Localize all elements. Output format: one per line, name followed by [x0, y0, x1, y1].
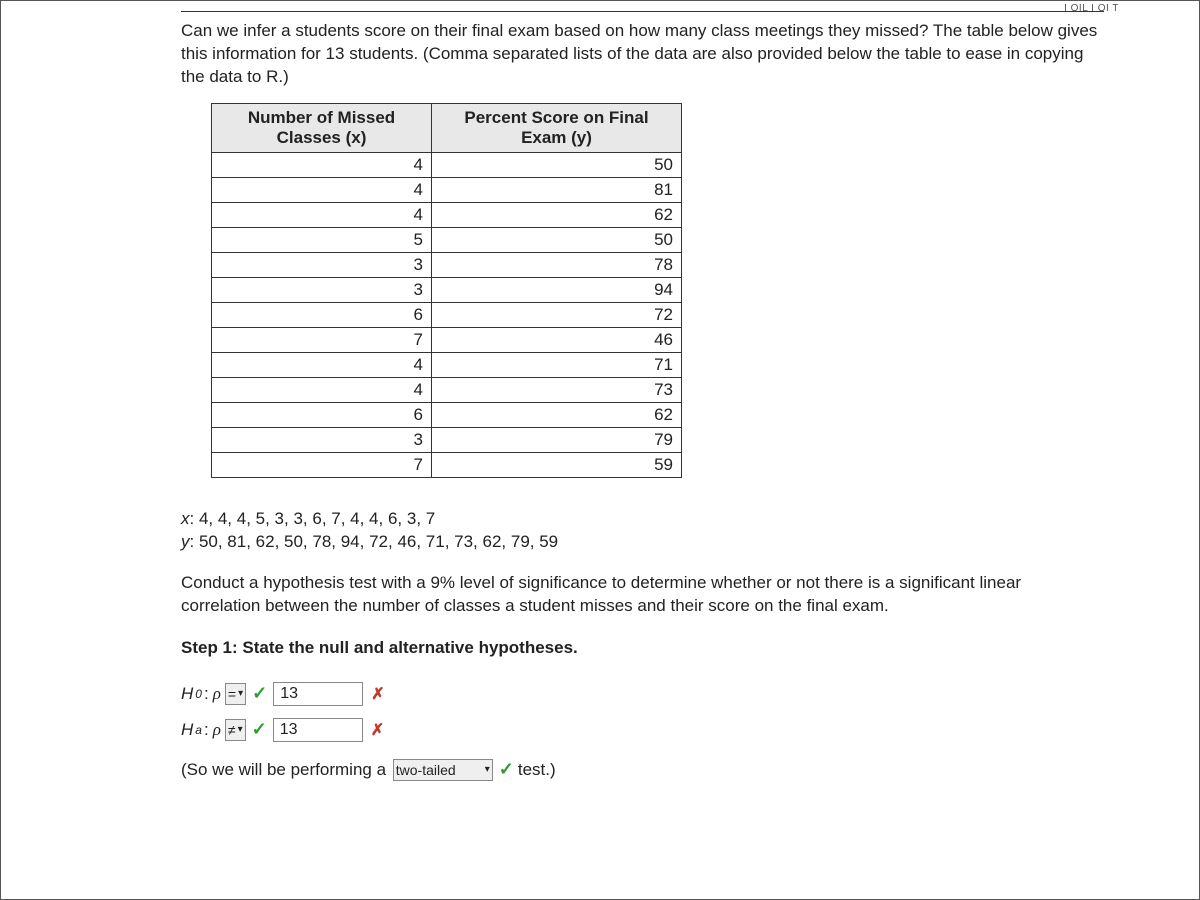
cell-x: 7	[212, 452, 432, 477]
test-type-select[interactable]: two-tailed ▾	[393, 759, 493, 781]
table-row: 462	[212, 202, 682, 227]
table-row: 746	[212, 327, 682, 352]
divider-line	[181, 11, 1104, 12]
cell-x: 3	[212, 252, 432, 277]
cell-y: 79	[432, 427, 682, 452]
column-header-x: Number of Missed Classes (x)	[212, 103, 432, 152]
cell-y: 81	[432, 177, 682, 202]
h0-value-input[interactable]: 13	[273, 682, 363, 706]
ha-rho: ρ	[213, 720, 221, 740]
cell-x: 3	[212, 277, 432, 302]
x-icon: ✗	[371, 720, 384, 740]
h0-row: H0 : ρ =▾ ✓ 13 ✗	[181, 680, 1104, 708]
ha-row: Ha : ρ ≠▾ ✓ 13 ✗	[181, 716, 1104, 744]
cell-x: 4	[212, 177, 432, 202]
cell-y: 50	[432, 227, 682, 252]
final-prefix: (So we will be performing a	[181, 760, 386, 780]
cell-x: 7	[212, 327, 432, 352]
table-row: 759	[212, 452, 682, 477]
h0-operator-select[interactable]: =▾	[225, 683, 246, 705]
table-row: 662	[212, 402, 682, 427]
cell-y: 59	[432, 452, 682, 477]
cell-y: 71	[432, 352, 682, 377]
cell-x: 5	[212, 227, 432, 252]
instruction-text: Conduct a hypothesis test with a 9% leve…	[181, 572, 1104, 618]
cell-x: 6	[212, 402, 432, 427]
y-label: y	[181, 532, 190, 551]
table-row: 672	[212, 302, 682, 327]
final-row: (So we will be performing a two-tailed ▾…	[181, 759, 1104, 781]
data-table: Number of Missed Classes (x) Percent Sco…	[211, 103, 682, 478]
ha-value-input[interactable]: 13	[273, 718, 363, 742]
cell-y: 78	[432, 252, 682, 277]
table-row: 379	[212, 427, 682, 452]
cell-y: 46	[432, 327, 682, 352]
cell-y: 73	[432, 377, 682, 402]
data-lists: x: 4, 4, 4, 5, 3, 3, 6, 7, 4, 4, 6, 3, 7…	[181, 508, 1104, 554]
column-header-y: Percent Score on Final Exam (y)	[432, 103, 682, 152]
y-values: 50, 81, 62, 50, 78, 94, 72, 46, 71, 73, …	[199, 532, 558, 551]
cell-y: 50	[432, 152, 682, 177]
check-icon: ✓	[252, 719, 267, 740]
x-values: 4, 4, 4, 5, 3, 3, 6, 7, 4, 4, 6, 3, 7	[199, 509, 435, 528]
cell-x: 4	[212, 352, 432, 377]
cell-y: 62	[432, 202, 682, 227]
page-container: I OIL I OI T Can we infer a students sco…	[0, 0, 1200, 900]
table-row: 450	[212, 152, 682, 177]
final-suffix: test.)	[518, 760, 556, 780]
step1-heading: Step 1: State the null and alternative h…	[181, 638, 1104, 658]
h0-label: H	[181, 684, 193, 704]
h0-rho: ρ	[213, 684, 221, 704]
cell-x: 4	[212, 202, 432, 227]
table-row: 394	[212, 277, 682, 302]
table-row: 550	[212, 227, 682, 252]
check-icon: ✓	[252, 683, 267, 704]
table-row: 378	[212, 252, 682, 277]
cell-x: 4	[212, 377, 432, 402]
cell-x: 3	[212, 427, 432, 452]
cell-y: 72	[432, 302, 682, 327]
top-indicator: I OIL I OI T	[1064, 3, 1119, 14]
x-label: x	[181, 509, 190, 528]
h0-subscript: 0	[195, 687, 202, 701]
cell-y: 94	[432, 277, 682, 302]
table-row: 481	[212, 177, 682, 202]
cell-x: 6	[212, 302, 432, 327]
ha-label: H	[181, 720, 193, 740]
cell-x: 4	[212, 152, 432, 177]
chevron-down-icon: ▾	[485, 764, 490, 775]
x-icon: ✗	[371, 684, 384, 704]
table-row: 471	[212, 352, 682, 377]
ha-operator-select[interactable]: ≠▾	[225, 719, 246, 741]
table-row: 473	[212, 377, 682, 402]
problem-text: Can we infer a students score on their f…	[181, 20, 1104, 89]
chevron-down-icon: ▾	[238, 724, 243, 735]
cell-y: 62	[432, 402, 682, 427]
chevron-down-icon: ▾	[238, 688, 243, 699]
check-icon: ✓	[499, 759, 514, 780]
ha-subscript: a	[195, 723, 202, 737]
